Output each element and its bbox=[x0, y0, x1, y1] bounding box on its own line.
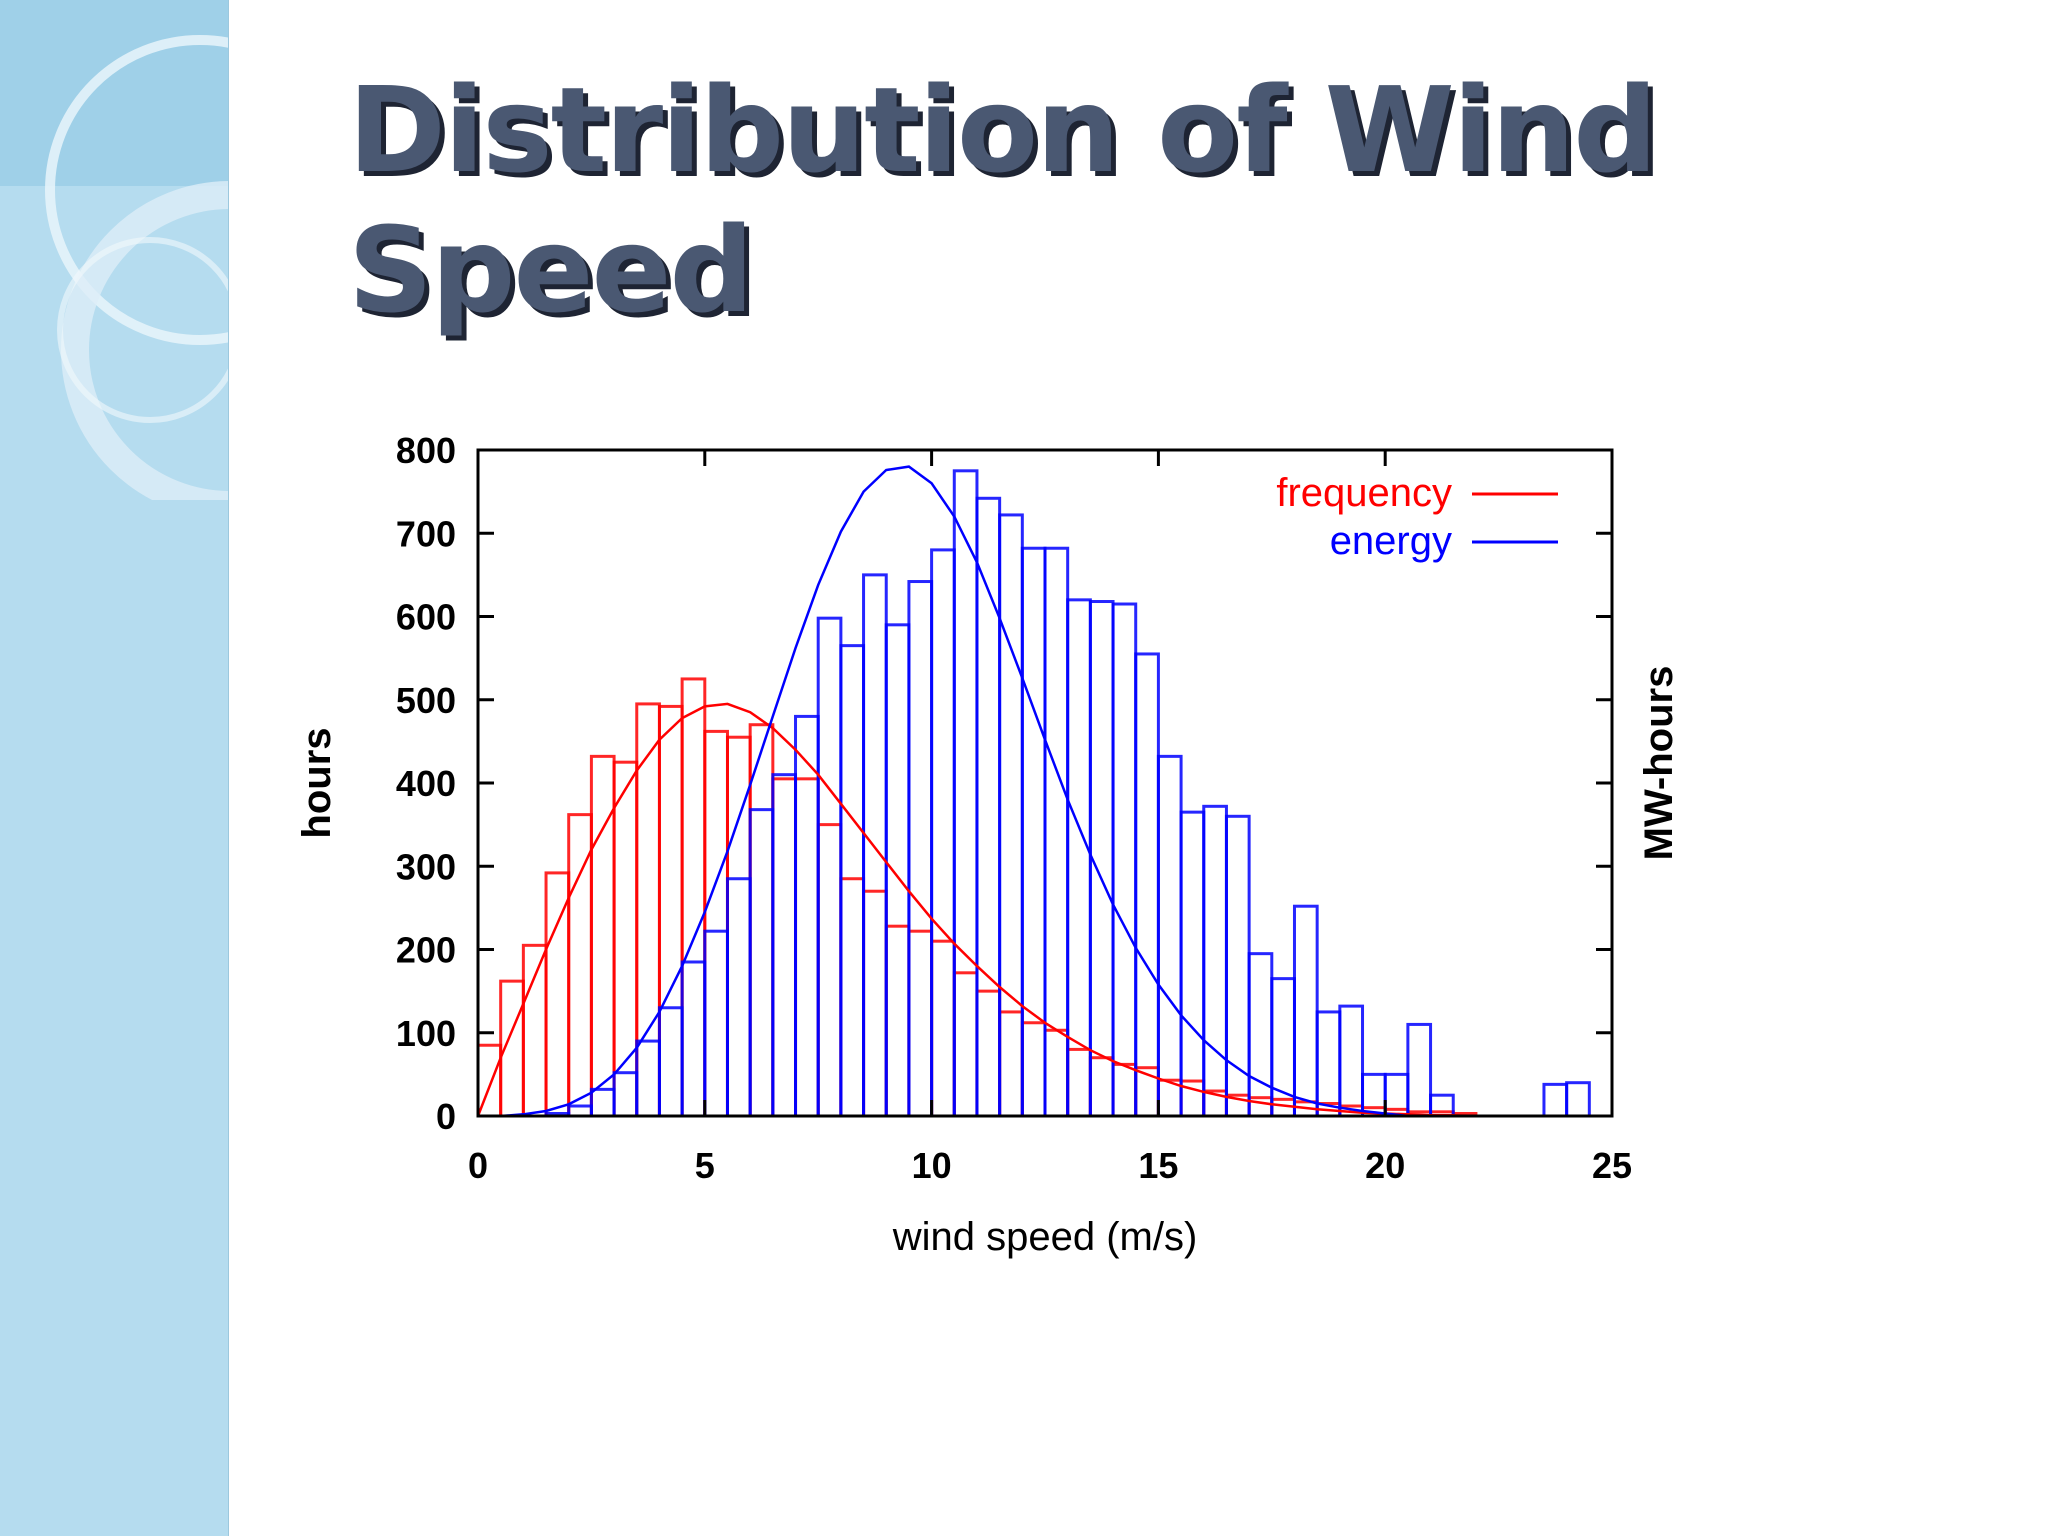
frequency-bar bbox=[952, 971, 979, 1118]
frequency-bar bbox=[816, 823, 843, 1118]
y-tick-label: 800 bbox=[396, 430, 456, 471]
legend-label-frequency: frequency bbox=[1276, 471, 1452, 515]
energy-bar bbox=[1134, 652, 1160, 1118]
energy-bar bbox=[1247, 952, 1274, 1118]
energy-bar bbox=[1565, 1081, 1591, 1118]
legend-label-energy: energy bbox=[1330, 519, 1452, 563]
frequency-bar bbox=[839, 877, 866, 1118]
energy-bar bbox=[1202, 804, 1228, 1118]
energy-bars bbox=[544, 469, 1591, 1118]
frequency-bar bbox=[884, 924, 911, 1118]
x-tick-label: 20 bbox=[1365, 1145, 1405, 1186]
energy-bar bbox=[1315, 1010, 1342, 1118]
frequency-bar bbox=[589, 754, 616, 1118]
frequency-bar bbox=[1111, 1062, 1138, 1118]
y-tick-label: 0 bbox=[436, 1096, 456, 1137]
decorative-rings bbox=[45, 35, 228, 500]
energy-bar bbox=[1111, 602, 1138, 1118]
x-axis-label: wind speed (m/s) bbox=[892, 1215, 1198, 1259]
frequency-bar bbox=[748, 723, 775, 1118]
energy-bar bbox=[657, 1006, 684, 1118]
energy-bar bbox=[816, 616, 843, 1118]
x-tick-label: 15 bbox=[1138, 1145, 1178, 1186]
energy-bar bbox=[1020, 546, 1047, 1118]
energy-bar bbox=[703, 929, 729, 1118]
energy-fit-curve bbox=[478, 465, 1590, 1118]
energy-bar bbox=[1361, 1072, 1387, 1118]
frequency-bar bbox=[1020, 1021, 1047, 1118]
energy-bar bbox=[1292, 904, 1319, 1118]
energy-bar bbox=[1088, 600, 1115, 1118]
frequency-bar bbox=[544, 871, 571, 1118]
frequency-bar bbox=[1066, 1047, 1092, 1118]
frequency-bar bbox=[862, 889, 888, 1118]
energy-bar bbox=[884, 623, 911, 1118]
ring-small bbox=[57, 237, 228, 423]
x-tick-label: 5 bbox=[695, 1145, 715, 1186]
frequency-bar bbox=[1088, 1056, 1115, 1118]
frequency-bar bbox=[794, 777, 820, 1118]
y-tick-label: 600 bbox=[396, 597, 456, 638]
energy-bar bbox=[1338, 1004, 1365, 1118]
energy-bar bbox=[794, 714, 820, 1118]
y-tick-label: 100 bbox=[396, 1013, 456, 1054]
energy-bar bbox=[725, 877, 752, 1118]
y-tick-label: 400 bbox=[396, 763, 456, 804]
frequency-bar bbox=[1043, 1028, 1070, 1118]
axis-ticks: 0 100 200 300 400 500 600 700 800 0 5 10 15 20 25 bbox=[396, 430, 1632, 1186]
x-tick-label: 0 bbox=[468, 1145, 488, 1186]
frequency-bar bbox=[998, 1010, 1024, 1118]
energy-bar bbox=[589, 1087, 616, 1118]
slide-sidebar bbox=[0, 0, 229, 1536]
frequency-bar bbox=[680, 677, 707, 1118]
y2-axis-label: MW-hours bbox=[1637, 666, 1681, 861]
frequency-bar bbox=[975, 989, 1002, 1118]
energy-bar bbox=[612, 1071, 639, 1118]
energy-bar bbox=[907, 580, 934, 1118]
y-tick-label: 300 bbox=[396, 846, 456, 887]
energy-bar bbox=[771, 773, 798, 1118]
energy-bar bbox=[862, 573, 888, 1118]
fit-curves bbox=[476, 465, 1590, 1118]
y-axis-label: hours bbox=[295, 727, 339, 838]
y-tick-label: 500 bbox=[396, 680, 456, 721]
x-tick-label: 10 bbox=[912, 1145, 952, 1186]
energy-bar bbox=[1224, 814, 1251, 1118]
energy-bar bbox=[680, 960, 707, 1118]
energy-bar bbox=[1542, 1082, 1569, 1118]
energy-bar bbox=[998, 513, 1024, 1118]
energy-bar bbox=[930, 548, 956, 1118]
energy-bar bbox=[1406, 1022, 1433, 1118]
ring-large bbox=[45, 35, 228, 345]
frequency-bar bbox=[907, 929, 934, 1118]
y-tick-label: 200 bbox=[396, 930, 456, 971]
frequency-bar bbox=[771, 777, 798, 1118]
energy-bar bbox=[635, 1039, 661, 1118]
ring-medium bbox=[61, 181, 228, 500]
frequency-bar bbox=[657, 704, 684, 1118]
frequency-fit-curve bbox=[476, 702, 1590, 1118]
frequency-bar bbox=[521, 943, 548, 1118]
energy-bar bbox=[1179, 810, 1206, 1118]
energy-bar bbox=[952, 469, 979, 1118]
x-tick-label: 25 bbox=[1592, 1145, 1632, 1186]
slide-title: Distribution of Wind Speed bbox=[348, 61, 1658, 339]
energy-bar bbox=[1156, 754, 1183, 1118]
sidebar-top-band bbox=[0, 0, 228, 186]
y-tick-label: 700 bbox=[396, 513, 456, 554]
frequency-bar bbox=[703, 729, 729, 1118]
frequency-bar bbox=[567, 813, 593, 1118]
energy-bar bbox=[839, 644, 866, 1118]
frequency-bar bbox=[930, 939, 956, 1118]
energy-bar bbox=[748, 808, 775, 1118]
